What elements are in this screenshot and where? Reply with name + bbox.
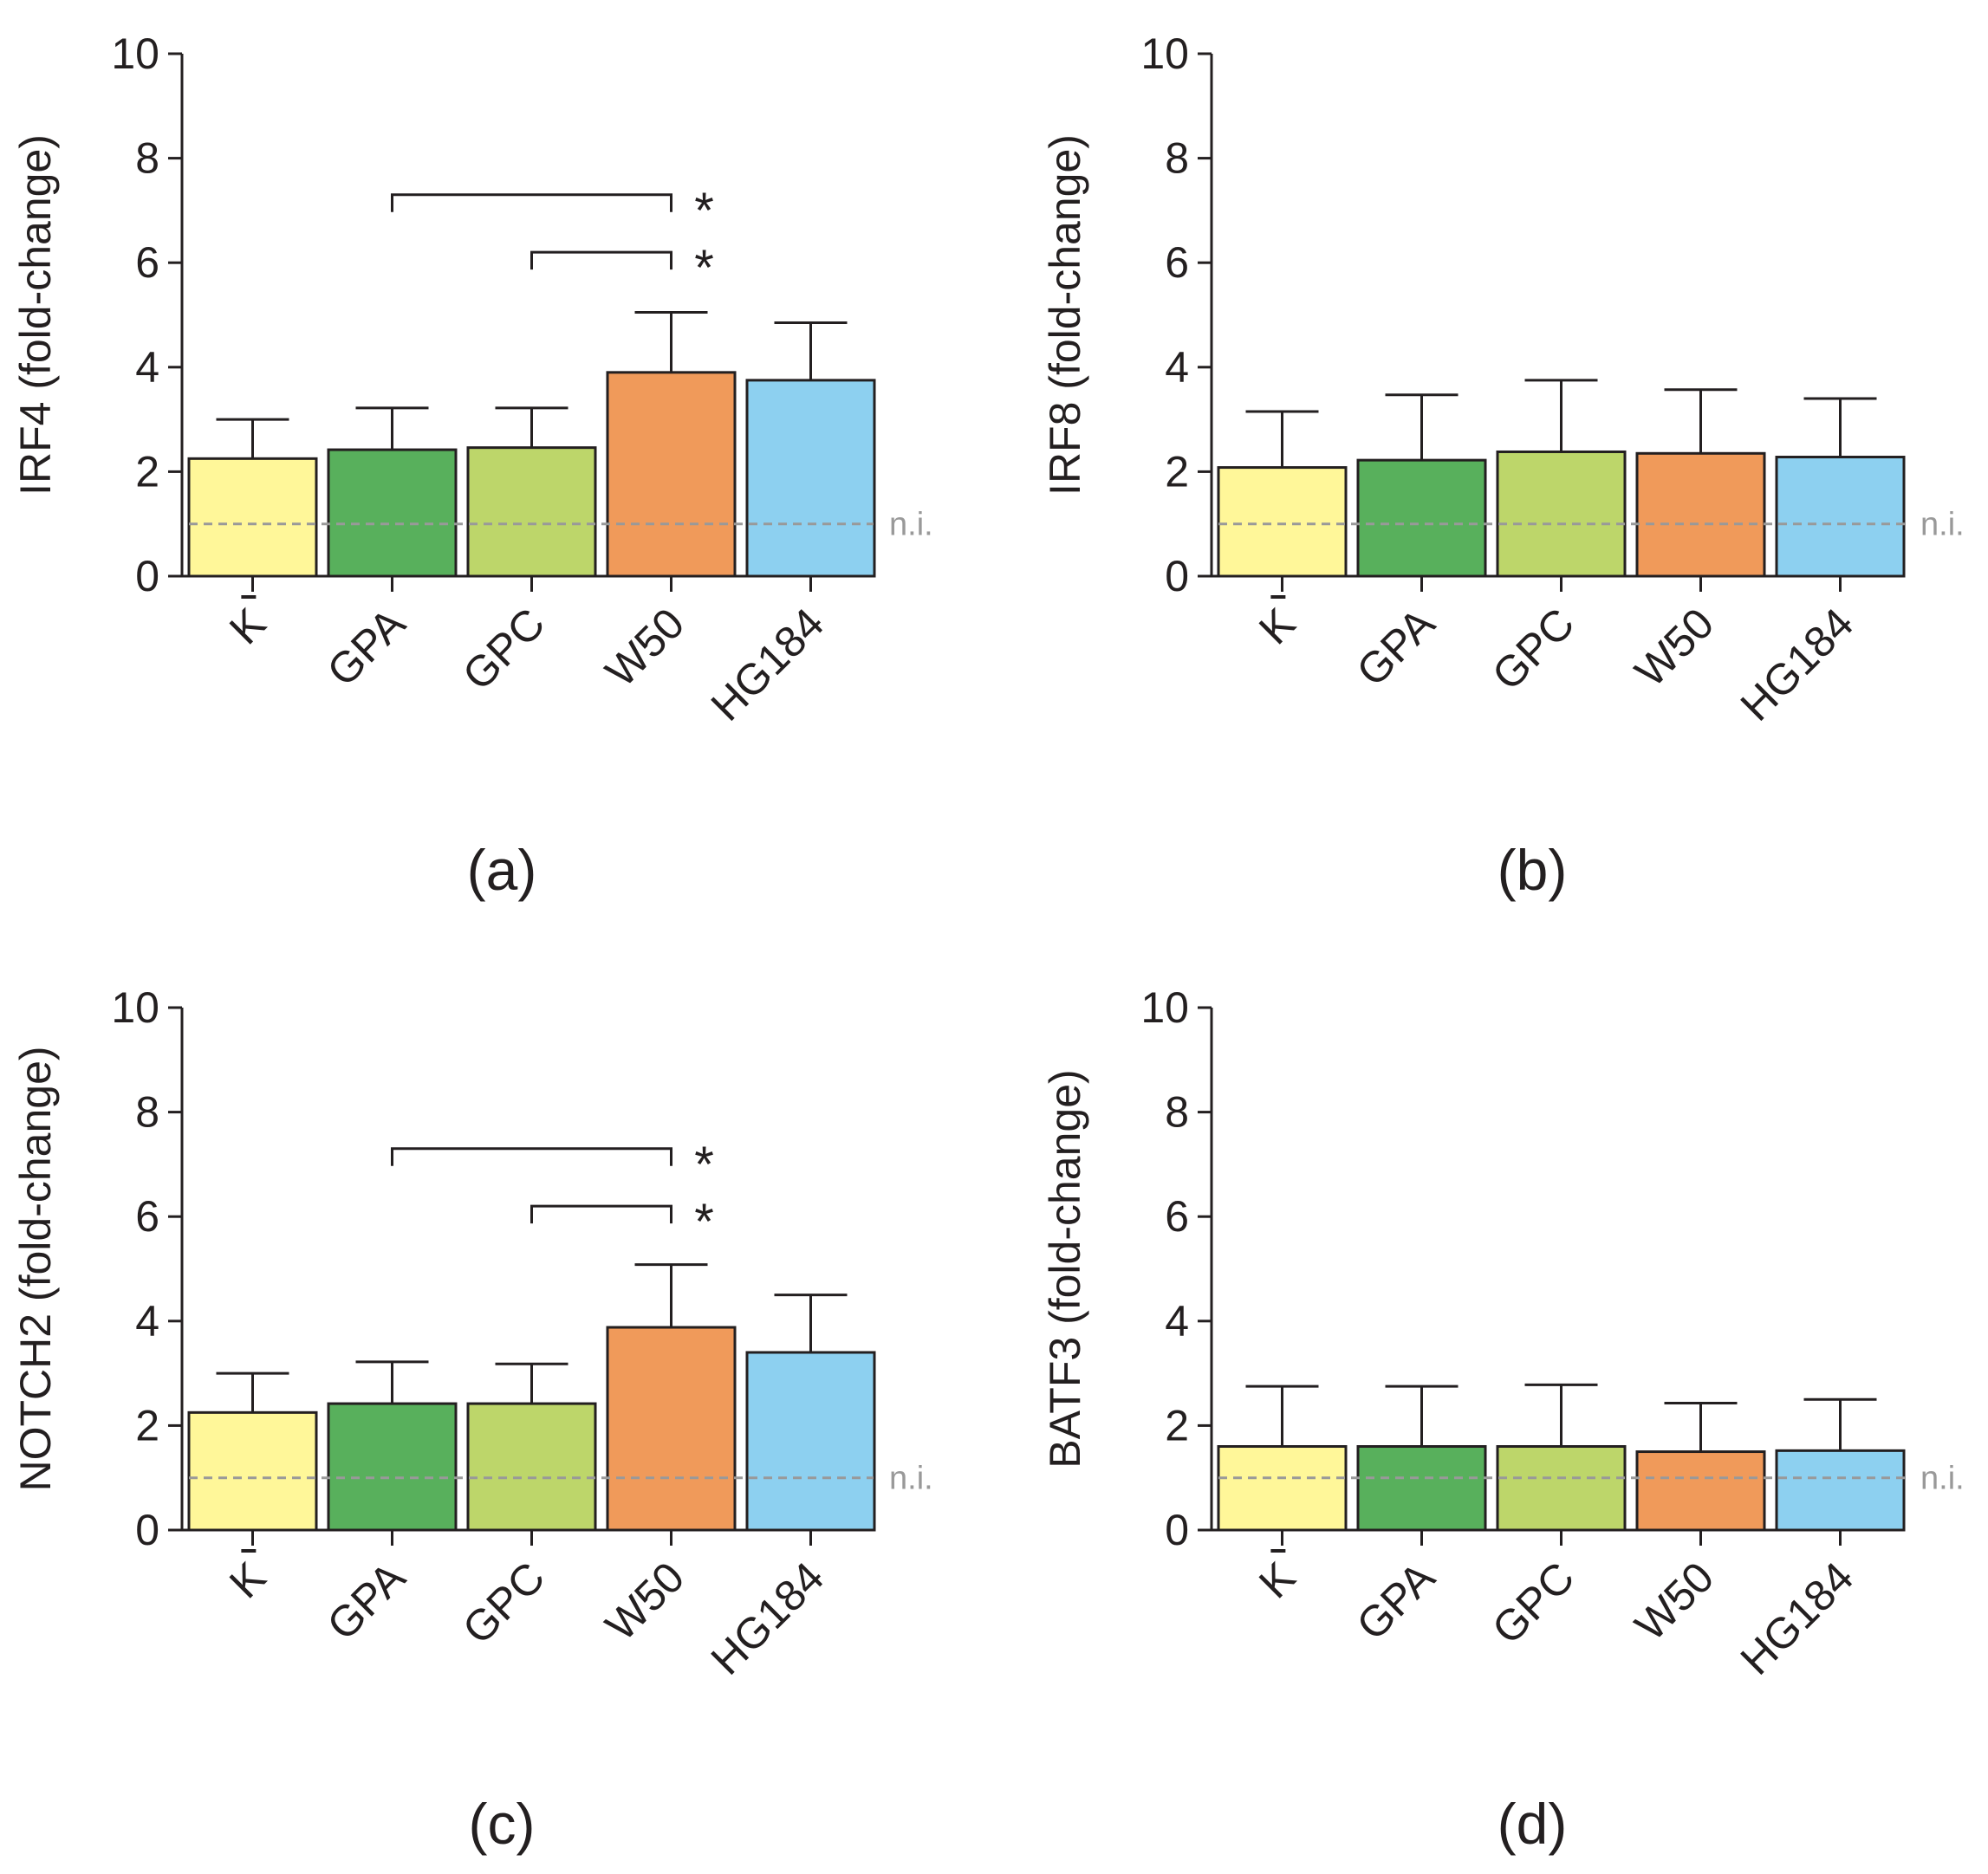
significance-asterisk: *: [694, 1194, 714, 1250]
x-tick-label-hg184: HG184: [1731, 1553, 1863, 1684]
y-tick-label: 6: [1165, 238, 1189, 287]
bar-gpa: [1356, 1445, 1487, 1532]
y-tick-label: 6: [135, 238, 159, 287]
x-tick-label-gpa: GPA: [1348, 1553, 1445, 1650]
x-tick-label-hg184: HG184: [1731, 599, 1863, 730]
x-tick-label-k: K: [220, 599, 275, 653]
x-tick-label-gpc: GPC: [453, 599, 554, 699]
y-axis-label: IRF8 (fold-change): [1041, 134, 1089, 496]
x-tick-label-w50: W50: [1626, 599, 1723, 696]
panel-label: (a): [467, 838, 537, 902]
x-tick-label-k: K: [1250, 1553, 1304, 1607]
significance-asterisk: *: [694, 1137, 714, 1193]
y-tick-label: 8: [135, 134, 159, 183]
chart-panel-a: n.i. 0 2 4 6 8 10 K GPA GPC W50 HG184 IRF4 (fold-cha…: [11, 29, 933, 902]
x-tick-label-k: K: [220, 1553, 275, 1607]
reference-line-label: n.i.: [1920, 1461, 1965, 1497]
x-tick-label-gpc: GPC: [1483, 1553, 1583, 1653]
bar-gpc: [1496, 1445, 1627, 1532]
x-tick-label-hg184: HG184: [702, 599, 834, 730]
bar-k: [1217, 1445, 1348, 1532]
bar-gpc: [1496, 450, 1627, 578]
y-tick-label: 6: [1165, 1192, 1189, 1241]
y-axis-label: NOTCH2 (fold-change): [11, 1046, 60, 1491]
bar-w50: [606, 371, 737, 578]
significance-bracket: [391, 1147, 672, 1166]
x-tick-label-gpa: GPA: [318, 1553, 415, 1650]
chart-panel-b: n.i. 0 2 4 6 8 10 K GPA GPC W50 HG184 IRF8 (fold-cha…: [1041, 29, 1965, 902]
bar-hg184: [745, 1351, 876, 1532]
bar-hg184: [1775, 1449, 1906, 1532]
x-tick-label-gpa: GPA: [318, 599, 415, 696]
y-tick-label: 2: [1165, 1401, 1189, 1449]
chart-panel-d: n.i. 0 2 4 6 8 10 K GPA GPC W50 HG184 BATF3 (fold-ch…: [1041, 983, 1965, 1856]
significance-asterisk: *: [694, 183, 714, 239]
y-tick-label: 10: [1140, 983, 1189, 1032]
bar-k: [187, 457, 318, 578]
y-tick-label: 4: [135, 1297, 159, 1346]
y-axis-label: IRF4 (fold-change): [11, 134, 60, 496]
significance-bracket: [530, 250, 672, 270]
bar-k: [1217, 466, 1348, 578]
y-tick-label: 0: [1165, 1506, 1189, 1554]
panel-label: (c): [469, 1792, 536, 1856]
y-tick-label: 10: [1140, 29, 1189, 78]
y-tick-label: 10: [111, 29, 159, 78]
bar-k: [187, 1410, 318, 1532]
superscript-minus: [241, 1549, 257, 1553]
y-tick-label: 0: [135, 1506, 159, 1554]
x-tick-label-w50: W50: [1626, 1553, 1723, 1650]
superscript-minus: [1270, 595, 1286, 600]
y-tick-label: 8: [1165, 1088, 1189, 1137]
y-tick-label: 10: [111, 983, 159, 1032]
y-tick-label: 2: [135, 447, 159, 496]
y-tick-label: 0: [1165, 552, 1189, 600]
x-tick-label-gpc: GPC: [1483, 599, 1583, 699]
significance-asterisk: *: [694, 240, 714, 296]
x-tick-label-k: K: [1250, 599, 1304, 653]
x-tick-label-hg184: HG184: [702, 1553, 834, 1684]
y-tick-label: 6: [135, 1192, 159, 1241]
y-tick-label: 2: [1165, 447, 1189, 496]
chart-panel-c: n.i. 0 2 4 6 8 10 K GPA GPC W50 HG184 NOTCH2 (fold-c…: [11, 983, 933, 1856]
reference-line-label: n.i.: [889, 507, 933, 543]
panel-label: (d): [1497, 1792, 1568, 1856]
bar-gpa: [1356, 458, 1487, 578]
y-tick-label: 4: [135, 343, 159, 392]
y-axis-label: BATF3 (fold-change): [1041, 1069, 1089, 1468]
superscript-minus: [1270, 1549, 1286, 1553]
x-tick-label-w50: W50: [596, 1553, 693, 1650]
bar-hg184: [745, 379, 876, 578]
bar-hg184: [1775, 456, 1906, 578]
bar-w50: [606, 1326, 737, 1532]
bar-w50: [1635, 1450, 1766, 1532]
y-tick-label: 8: [135, 1088, 159, 1137]
reference-line-label: n.i.: [889, 1461, 933, 1497]
y-tick-label: 4: [1165, 1297, 1189, 1346]
bar-gpc: [466, 446, 597, 578]
x-tick-label-gpa: GPA: [1348, 599, 1445, 696]
x-tick-label-w50: W50: [596, 599, 693, 696]
superscript-minus: [241, 595, 257, 600]
bar-gpa: [327, 1402, 458, 1532]
y-tick-label: 0: [135, 552, 159, 600]
bar-gpa: [327, 448, 458, 578]
x-tick-label-gpc: GPC: [453, 1553, 554, 1653]
y-tick-label: 4: [1165, 343, 1189, 392]
reference-line-label: n.i.: [1920, 507, 1965, 543]
bar-gpc: [466, 1402, 597, 1532]
y-tick-label: 2: [135, 1401, 159, 1449]
significance-bracket: [391, 193, 672, 212]
panel-label: (b): [1497, 838, 1568, 902]
bar-w50: [1635, 451, 1766, 578]
significance-bracket: [530, 1204, 672, 1224]
y-tick-label: 8: [1165, 134, 1189, 183]
